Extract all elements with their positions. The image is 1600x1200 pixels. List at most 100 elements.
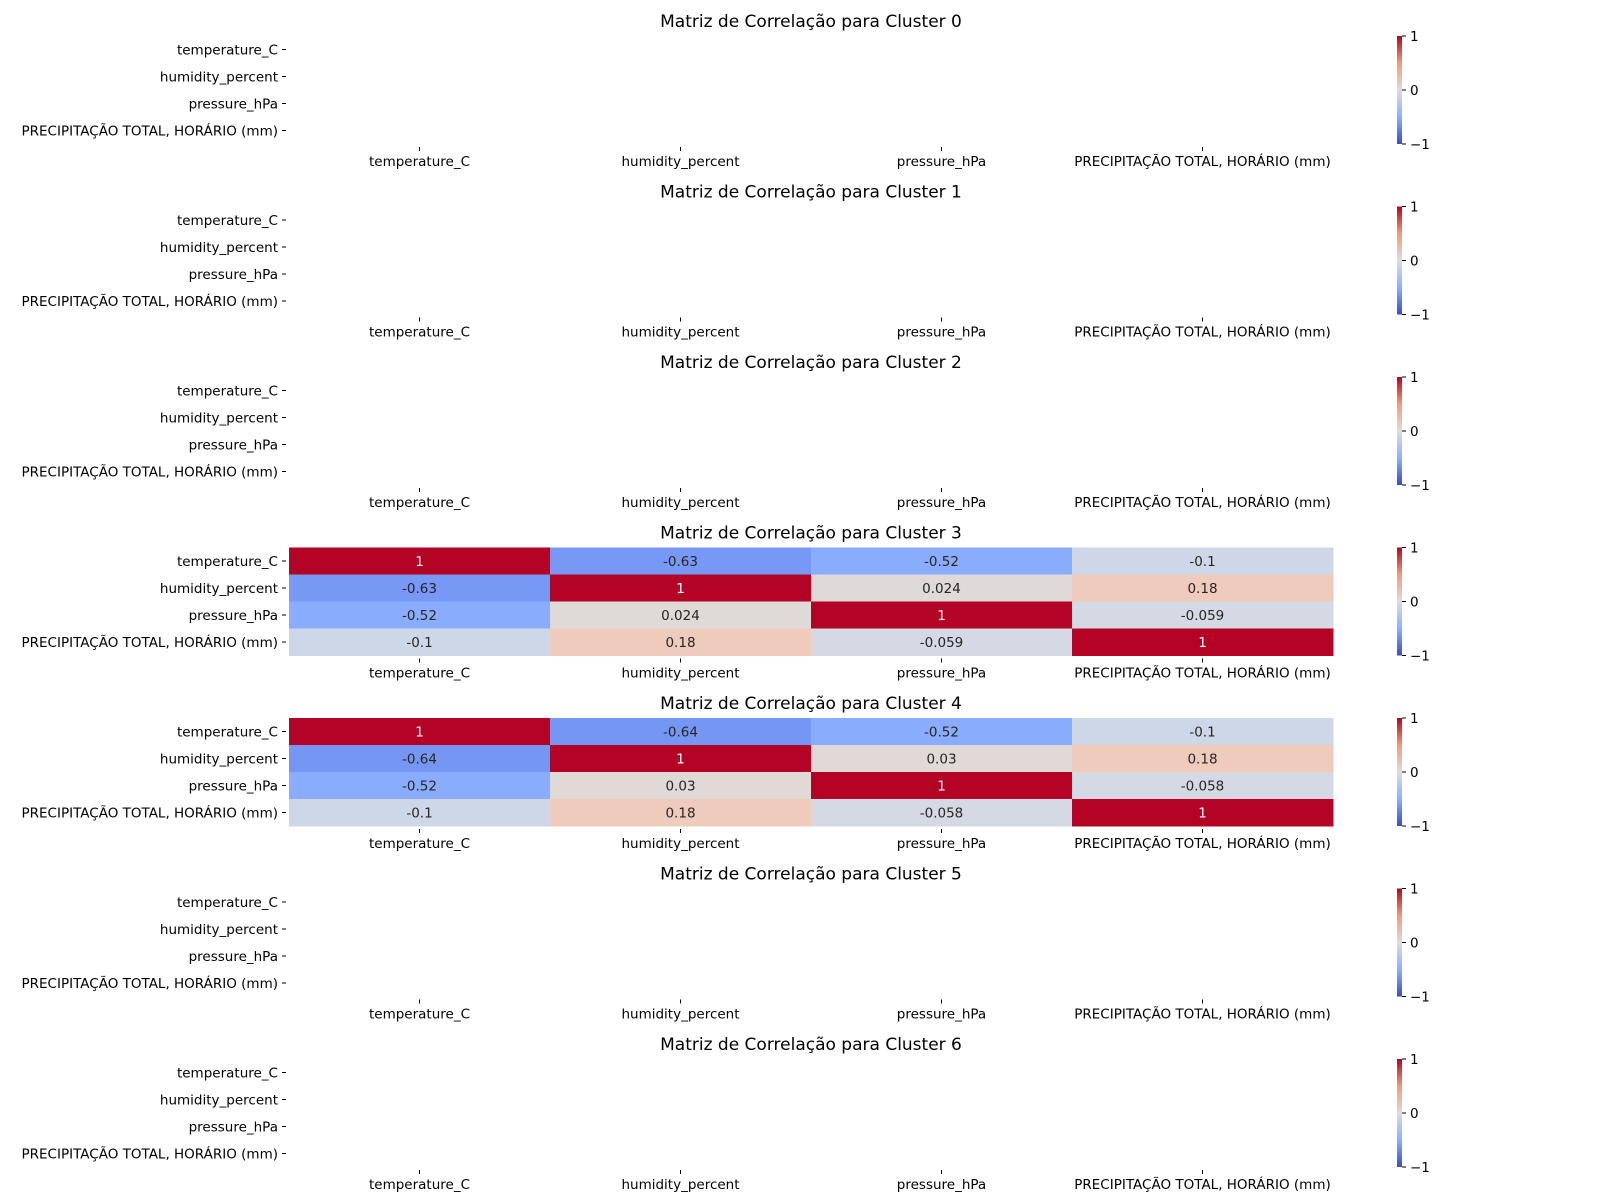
cell-annotation: -0.059 (1181, 608, 1225, 624)
heatmap-cell (811, 718, 1073, 746)
x-tick-label: humidity_percent (621, 666, 739, 682)
panel-title: Matriz de Correlação para Cluster 3 (660, 524, 962, 544)
y-tick-label: PRECIPITAÇÃO TOTAL, HORÁRIO (mm) (22, 975, 279, 992)
cell-annotation: 1 (937, 608, 946, 624)
x-tick-label: PRECIPITAÇÃO TOTAL, HORÁRIO (mm) (1074, 324, 1331, 341)
x-tick-label: pressure_hPa (897, 154, 986, 170)
cell-annotation: -0.52 (924, 725, 959, 741)
y-tick-label: PRECIPITAÇÃO TOTAL, HORÁRIO (mm) (22, 464, 279, 481)
colorbar-tick-label: 0 (1410, 254, 1419, 270)
x-tick-label: temperature_C (369, 666, 470, 682)
panel-title: Matriz de Correlação para Cluster 2 (660, 353, 962, 373)
cell-annotation: 1 (676, 581, 685, 597)
y-tick-label: pressure_hPa (189, 608, 278, 624)
colorbar-tick-label: 0 (1410, 595, 1419, 611)
panel-title: Matriz de Correlação para Cluster 0 (660, 12, 962, 32)
x-tick-label: humidity_percent (621, 1177, 739, 1193)
y-tick-label: PRECIPITAÇÃO TOTAL, HORÁRIO (mm) (22, 293, 279, 310)
colorbar (1397, 888, 1402, 997)
heatmap-cell (289, 745, 551, 773)
cell-annotation: -0.1 (406, 635, 432, 651)
y-tick-label: temperature_C (177, 213, 278, 229)
colorbar-tick-label: −1 (1410, 137, 1430, 153)
cell-annotation: -0.1 (406, 806, 432, 822)
y-tick-label: temperature_C (177, 554, 278, 570)
x-tick-label: temperature_C (369, 1177, 470, 1193)
y-tick-label: humidity_percent (160, 922, 278, 938)
colorbar-tick-label: 1 (1410, 29, 1419, 45)
heatmap-cell (1072, 745, 1334, 773)
colorbar-tick-label: 1 (1410, 882, 1419, 898)
y-tick-label: pressure_hPa (189, 438, 278, 454)
x-tick-label: PRECIPITAÇÃO TOTAL, HORÁRIO (mm) (1074, 494, 1331, 511)
colorbar-tick-label: 0 (1410, 936, 1419, 952)
heatmap-cell (550, 718, 812, 746)
colorbar-tick-label: 1 (1410, 200, 1419, 216)
heatmap-panel: Matriz de Correlação para Cluster 0 tempe… (22, 12, 1430, 170)
heatmap-cell (550, 772, 812, 800)
colorbar-tick-label: 0 (1410, 424, 1419, 440)
x-tick-label: temperature_C (369, 836, 470, 852)
heatmap-panel: Matriz de Correlação para Cluster 1 tempe… (22, 183, 1430, 341)
heatmap-panel: Matriz de Correlação para Cluster 5 tempe… (22, 865, 1430, 1023)
y-tick-label: pressure_hPa (189, 1120, 278, 1136)
heatmap-cell (289, 772, 551, 800)
cell-annotation: 1 (1198, 806, 1207, 822)
x-tick-label: temperature_C (369, 325, 470, 341)
heatmap-cell (550, 799, 812, 827)
y-tick-label: humidity_percent (160, 411, 278, 427)
y-tick-label: humidity_percent (160, 1093, 278, 1109)
colorbar-tick-label: 0 (1410, 765, 1419, 781)
cell-annotation: 0.03 (665, 779, 695, 795)
x-tick-label: humidity_percent (621, 495, 739, 511)
x-tick-label: PRECIPITAÇÃO TOTAL, HORÁRIO (mm) (1074, 665, 1331, 682)
colorbar-tick-label: 0 (1410, 1106, 1419, 1122)
cell-annotation: 1 (415, 725, 424, 741)
colorbar (1397, 547, 1402, 656)
cell-annotation: -0.1 (1189, 725, 1215, 741)
heatmap-cell (289, 601, 551, 629)
cell-annotation: -0.64 (402, 752, 437, 768)
panel-title: Matriz de Correlação para Cluster 4 (660, 694, 962, 714)
y-tick-label: pressure_hPa (189, 949, 278, 965)
cell-annotation: -0.63 (663, 554, 698, 570)
cell-annotation: 0.024 (922, 581, 961, 597)
x-tick-label: pressure_hPa (897, 666, 986, 682)
heatmap-cell (811, 574, 1073, 602)
x-tick-label: PRECIPITAÇÃO TOTAL, HORÁRIO (mm) (1074, 1176, 1331, 1193)
heatmap-cell (550, 628, 812, 656)
panel-title: Matriz de Correlação para Cluster 6 (660, 1035, 962, 1055)
heatmap-cell (289, 547, 551, 575)
heatmap-cell (811, 547, 1073, 575)
cell-annotation: 0.18 (1187, 752, 1217, 768)
x-tick-label: PRECIPITAÇÃO TOTAL, HORÁRIO (mm) (1074, 1006, 1331, 1023)
cell-annotation: 1 (676, 752, 685, 768)
cell-annotation: -0.63 (402, 581, 437, 597)
heatmap-cell (1072, 547, 1334, 575)
y-tick-label: humidity_percent (160, 752, 278, 768)
x-tick-label: temperature_C (369, 1007, 470, 1023)
cell-annotation: -0.52 (924, 554, 959, 570)
y-tick-label: PRECIPITAÇÃO TOTAL, HORÁRIO (mm) (22, 1146, 279, 1163)
colorbar-tick-label: −1 (1410, 308, 1430, 324)
heatmap-cell (550, 574, 812, 602)
cell-annotation: 1 (1198, 635, 1207, 651)
heatmap-cell (811, 745, 1073, 773)
y-tick-label: PRECIPITAÇÃO TOTAL, HORÁRIO (mm) (22, 634, 279, 651)
y-tick-label: humidity_percent (160, 70, 278, 86)
panel-title: Matriz de Correlação para Cluster 1 (660, 183, 962, 203)
x-tick-label: PRECIPITAÇÃO TOTAL, HORÁRIO (mm) (1074, 835, 1331, 852)
heatmap-panel: Matriz de Correlação para Cluster 2 tempe… (22, 353, 1430, 511)
cell-annotation: -0.52 (402, 608, 437, 624)
y-tick-label: pressure_hPa (189, 97, 278, 113)
y-tick-label: pressure_hPa (189, 779, 278, 795)
heatmap-cell (289, 718, 551, 746)
colorbar-tick-label: 1 (1410, 711, 1419, 727)
cell-annotation: 1 (415, 554, 424, 570)
heatmap-cell (1072, 799, 1334, 827)
y-tick-label: humidity_percent (160, 581, 278, 597)
heatmap-cell (289, 799, 551, 827)
x-tick-label: pressure_hPa (897, 836, 986, 852)
cell-annotation: 1 (937, 779, 946, 795)
